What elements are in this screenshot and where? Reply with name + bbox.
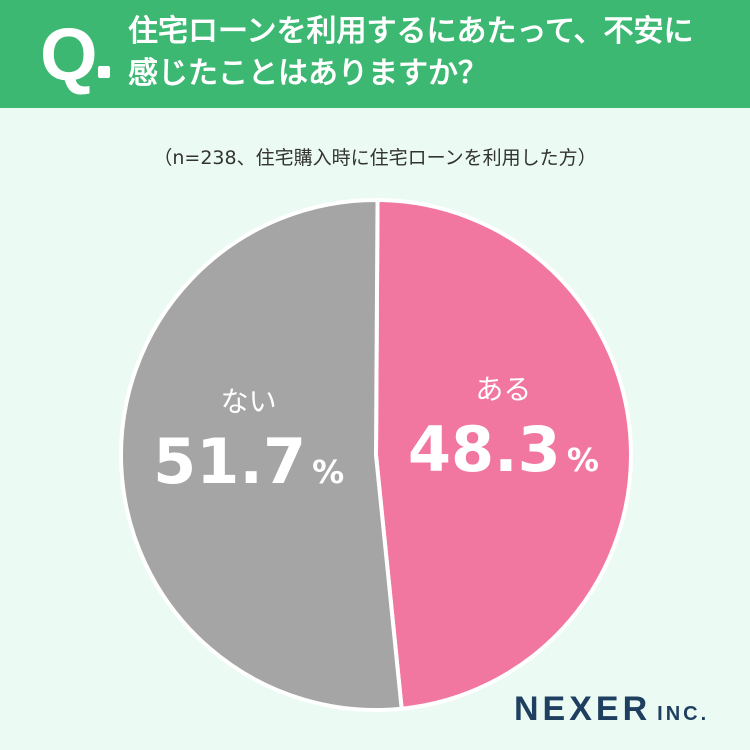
question-title-line1: 住宅ローンを利用するにあたって、不安に	[128, 14, 694, 49]
slice-value-yes: 48.3%	[408, 413, 599, 486]
question-mark-dot	[98, 66, 110, 78]
question-mark-letter: Q	[40, 13, 98, 96]
logo-sub-text: INC.	[657, 703, 710, 725]
pie-slice-yes	[374, 198, 633, 711]
slice-label-no: ない	[221, 385, 277, 418]
pie-slice-no	[119, 198, 404, 712]
sample-note: （n=238、住宅購入時に住宅ローンを利用した方）	[153, 147, 597, 169]
slice-label-yes: ある	[475, 373, 531, 406]
question-title-line2: 感じたことはありますか？	[128, 56, 488, 91]
slice-value-no: 51.7%	[153, 425, 344, 498]
logo-main-text: NEXER	[514, 690, 652, 728]
company-logo: NEXER INC.	[514, 690, 709, 729]
question-header: Q 住宅ローンを利用するにあたって、不安に 感じたことはありますか？	[0, 0, 750, 108]
